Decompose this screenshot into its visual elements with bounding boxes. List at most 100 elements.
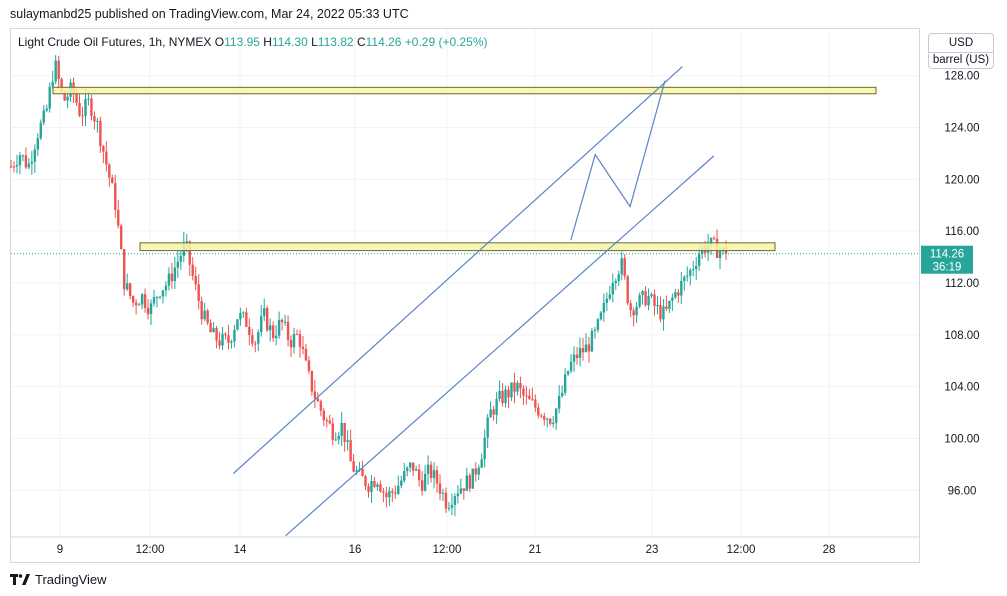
x-tick-label: 14 [234, 544, 247, 556]
last-price-tag [921, 245, 973, 274]
candle-body [36, 138, 40, 150]
candle-body [289, 339, 293, 348]
candle-body [534, 399, 537, 408]
close-label: C [356, 35, 366, 49]
candle-body [432, 470, 436, 479]
candle-body [143, 294, 147, 308]
footer-brand[interactable]: TradingView [10, 572, 107, 587]
candle-body [665, 306, 668, 309]
candle-body [322, 410, 326, 421]
candle-body [569, 361, 573, 372]
candle-body [495, 398, 498, 415]
currency-label: USD [948, 37, 974, 49]
candle-body [161, 290, 165, 297]
candle-body [120, 225, 123, 250]
candle-body [57, 60, 60, 79]
candle-body [686, 275, 689, 277]
candle-body [689, 270, 692, 276]
candle-body [531, 399, 534, 401]
candle-body [596, 319, 600, 331]
candle-body [438, 483, 442, 494]
candle-body [602, 302, 606, 313]
candle-body [9, 166, 13, 168]
candle-body [528, 395, 531, 400]
candle-body [635, 306, 638, 316]
candle-body [677, 292, 680, 296]
candle-body [361, 468, 364, 477]
candle-body [111, 177, 114, 184]
y-tick-label: 112.00 [945, 278, 979, 290]
candle-body [552, 422, 555, 424]
candle-body [572, 354, 576, 362]
candle-body [93, 116, 96, 122]
candle-body [137, 304, 141, 306]
candle-body [343, 422, 346, 442]
resistance-zones [52, 86, 877, 252]
candle-body [638, 295, 641, 307]
unit-label: barrel (US) [929, 52, 993, 69]
candle-body [280, 319, 284, 323]
chart-pane[interactable] [10, 28, 920, 563]
candle-body [355, 470, 358, 472]
y-tick-label: 108.00 [944, 330, 979, 342]
candle-body [167, 273, 171, 286]
candle-body [492, 409, 495, 415]
y-tick-label: 96.00 [948, 485, 977, 497]
candle-body [554, 408, 558, 423]
candle-body [504, 389, 507, 404]
currency-unit-selector[interactable]: USD barrel (US) [928, 33, 994, 69]
candle-body [221, 333, 224, 346]
candle-body [653, 294, 656, 307]
candle-body [30, 161, 34, 164]
candle-body [426, 464, 430, 474]
grid [11, 29, 919, 537]
price-scale-panel[interactable]: USD barrel (US) [920, 28, 1000, 538]
candle-body [370, 481, 373, 492]
candle-body [516, 383, 519, 392]
candle-body [123, 249, 126, 290]
candle-body [245, 312, 248, 327]
candle-body [248, 326, 251, 336]
candle-body [334, 439, 337, 441]
candle-body [146, 307, 150, 315]
candle-body [152, 297, 156, 304]
candle-body [48, 86, 51, 109]
candle-body [212, 328, 215, 333]
candle-body [519, 383, 522, 389]
x-tick-label: 9 [57, 544, 63, 556]
candle-body [617, 274, 620, 281]
candle-body [388, 491, 391, 498]
candle-body [537, 407, 540, 416]
x-tick-label: 12:00 [727, 544, 756, 556]
candle-body [227, 335, 230, 343]
candle-body [283, 321, 287, 323]
candle-body [718, 251, 722, 258]
candle-body [632, 310, 635, 316]
candle-body [501, 390, 504, 404]
candle-body [626, 276, 629, 304]
candle-body [191, 264, 194, 276]
candle-body [397, 485, 400, 494]
candle-body [584, 344, 588, 353]
candle-body [54, 60, 57, 82]
candle-body [566, 371, 570, 375]
y-tick-label: 100.00 [944, 434, 979, 446]
y-tick-label: 116.00 [945, 226, 979, 238]
candle-body [692, 269, 695, 271]
candle-body [444, 492, 448, 509]
candle-body [349, 440, 352, 462]
candle-body [680, 280, 683, 296]
candle-body [268, 325, 272, 331]
candle-body [66, 96, 69, 101]
candle-body [331, 423, 334, 440]
candle-body [406, 467, 409, 472]
candle-body [209, 322, 212, 333]
candle-body [400, 480, 403, 486]
candle-body [108, 164, 111, 178]
tradingview-logo-icon [10, 573, 30, 585]
candle-body [224, 333, 227, 336]
candle-body [712, 237, 716, 239]
candle-body [128, 283, 132, 297]
